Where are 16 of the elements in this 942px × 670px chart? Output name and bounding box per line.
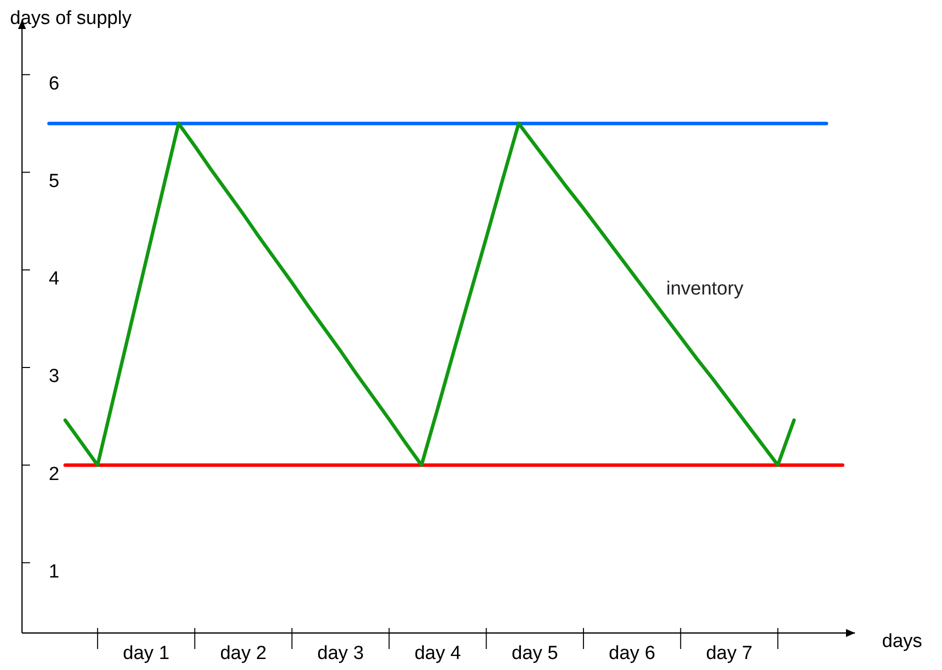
- series-label: inventory: [666, 278, 744, 300]
- x-tick-label: day 6: [608, 643, 656, 664]
- x-tick-label: day 3: [317, 643, 364, 664]
- y-tick-label: 3: [48, 366, 60, 388]
- y-axis-title: days of supply: [10, 8, 132, 29]
- x-tick-label: day 2: [220, 643, 267, 664]
- x-tick-label: day 7: [706, 643, 752, 664]
- x-tick-label: day 5: [512, 643, 558, 664]
- y-tick-label: 4: [48, 268, 60, 290]
- y-tick-label: 1: [48, 561, 60, 582]
- y-tick-label: 6: [48, 73, 60, 94]
- x-tick-label: day 4: [414, 643, 462, 664]
- y-tick-label: 5: [48, 170, 60, 192]
- x-tick-label: day 1: [122, 643, 170, 664]
- y-tick-label: 2: [48, 464, 60, 485]
- x-axis-title: days: [882, 631, 922, 652]
